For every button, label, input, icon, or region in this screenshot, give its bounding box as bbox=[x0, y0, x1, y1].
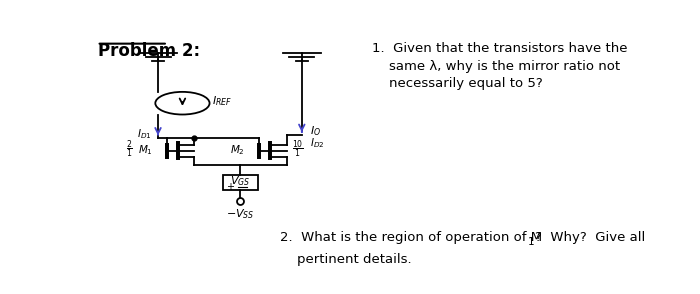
FancyBboxPatch shape bbox=[223, 175, 258, 190]
Text: $I_{REF}$: $I_{REF}$ bbox=[212, 94, 232, 108]
Text: 1.  Given that the transistors have the
    same λ, why is the mirror ratio not
: 1. Given that the transistors have the s… bbox=[372, 42, 628, 90]
Text: $\frac{2}{1}$: $\frac{2}{1}$ bbox=[125, 139, 132, 160]
Text: +: + bbox=[225, 182, 234, 192]
Text: ?  Why?  Give all: ? Why? Give all bbox=[535, 231, 645, 244]
Text: $I_{D2}$: $I_{D2}$ bbox=[310, 137, 324, 151]
Text: $M_1$: $M_1$ bbox=[138, 143, 153, 156]
Text: Problem 2:: Problem 2: bbox=[98, 42, 200, 60]
Text: $I_O$: $I_O$ bbox=[310, 124, 321, 138]
Text: pertinent details.: pertinent details. bbox=[280, 253, 412, 265]
Text: $\frac{10}{1}$: $\frac{10}{1}$ bbox=[292, 139, 304, 160]
Text: $I_{D1}$: $I_{D1}$ bbox=[137, 127, 151, 141]
Text: $V_{GS}$: $V_{GS}$ bbox=[230, 174, 251, 188]
Text: $-V_{SS}$: $-V_{SS}$ bbox=[226, 207, 255, 221]
Text: 2.  What is the region of operation of M: 2. What is the region of operation of M bbox=[280, 231, 542, 244]
Text: $M_2$: $M_2$ bbox=[230, 143, 245, 156]
Text: 1: 1 bbox=[528, 237, 535, 247]
